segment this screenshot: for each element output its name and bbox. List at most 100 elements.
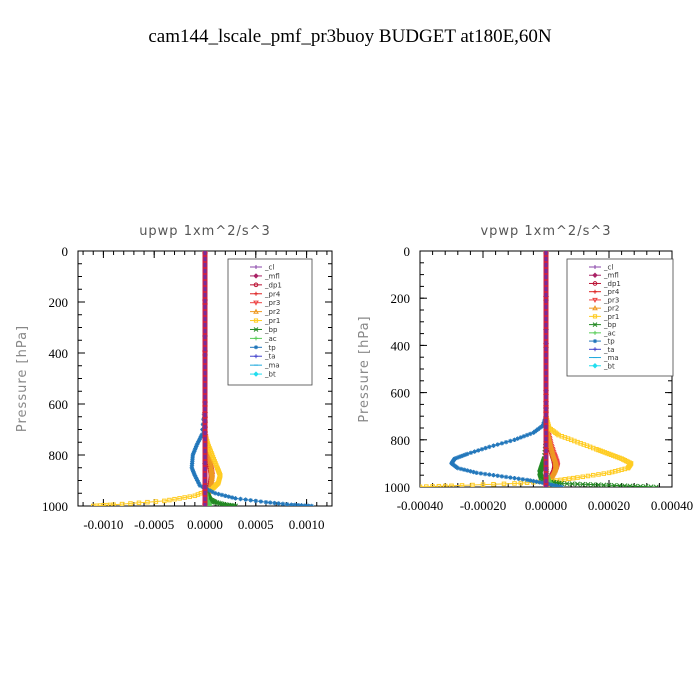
series-marker: [465, 451, 470, 457]
series-marker: [198, 434, 204, 439]
series-marker: [470, 482, 475, 487]
series-marker: [272, 500, 277, 506]
vpwp-panel: vpwp 1xm^2/s^3 Pressure [hPa] 0 200 400 600 80…: [357, 224, 693, 513]
series-marker: [459, 483, 465, 487]
series-marker: [193, 444, 199, 449]
legend-marker: [253, 300, 259, 306]
legend-marker: [254, 265, 258, 269]
x-tick-label: 0.0010: [289, 517, 325, 532]
series-marker: [145, 499, 150, 505]
legend-marker: [592, 281, 598, 286]
panel-title: vpwp 1xm^2/s^3: [480, 224, 611, 239]
series-marker: [267, 500, 273, 505]
legend-label: _cl: [264, 264, 274, 272]
legend-marker: [254, 291, 258, 296]
series-marker: [524, 432, 530, 438]
series-marker: [153, 499, 159, 504]
legend-label: _tp: [264, 344, 276, 352]
legend-marker: [253, 282, 259, 288]
series-marker: [232, 503, 239, 506]
legend-marker: [253, 318, 259, 323]
series-marker: [276, 501, 281, 506]
series-marker: [191, 449, 197, 454]
legend-label: _bt: [264, 371, 276, 379]
series-marker: [566, 476, 572, 482]
series-marker: [471, 469, 476, 475]
series-marker: [243, 497, 248, 502]
series-marker: [200, 427, 205, 432]
series-marker: [562, 477, 568, 482]
series-marker: [207, 488, 213, 493]
series-marker: [233, 496, 238, 501]
y-tick-label: 0: [404, 244, 411, 259]
series-marker: [495, 442, 500, 447]
series-marker: [196, 480, 201, 485]
series-marker: [295, 502, 301, 506]
series-marker: [595, 482, 602, 487]
legend-marker: [592, 272, 598, 278]
series-marker: [482, 471, 488, 477]
legend-label: _mfl: [603, 272, 619, 280]
series-marker: [653, 484, 659, 487]
series-marker: [556, 484, 562, 487]
legend-label: _ta: [264, 353, 276, 361]
series-marker: [280, 501, 286, 506]
series-marker: [128, 501, 133, 506]
series-marker: [601, 471, 607, 476]
series-marker: [205, 487, 210, 492]
series-marker: [508, 475, 513, 480]
legend-label: _pr1: [264, 317, 280, 325]
series-marker: [299, 503, 304, 506]
legend-marker: [253, 371, 259, 377]
series-marker: [601, 482, 607, 487]
series-marker: [480, 482, 486, 487]
series-marker: [238, 496, 243, 502]
legend-label: _bt: [603, 362, 615, 370]
series-marker: [528, 431, 533, 437]
series-marker: [468, 469, 473, 474]
series-marker: [191, 470, 197, 476]
legend-marker: [592, 322, 598, 327]
series-marker: [512, 437, 517, 442]
x-tick-label: -0.00020: [460, 498, 507, 513]
series-marker: [449, 483, 454, 487]
series-marker: [119, 501, 125, 506]
series-marker: [540, 480, 546, 486]
y-axis-label: Pressure [hPa]: [15, 325, 30, 432]
figure-title: cam144_lscale_pmf_pr3buoy BUDGET at180E,…: [148, 26, 552, 47]
series-marker: [216, 491, 221, 497]
series-marker: [196, 439, 201, 444]
series-marker: [306, 503, 311, 506]
series-marker: [191, 469, 196, 474]
legend-box: [566, 258, 674, 377]
series-marker: [219, 492, 225, 498]
x-tick-label: -0.00040: [397, 498, 444, 513]
x-tick-label: 0.00000: [525, 498, 567, 513]
series-marker: [501, 481, 507, 487]
series-marker: [193, 474, 198, 480]
series-marker: [569, 481, 575, 487]
legend-marker: [254, 336, 258, 341]
legend-marker: [593, 265, 597, 269]
series-marker: [534, 479, 539, 484]
series-marker: [292, 502, 297, 506]
series-marker: [136, 500, 142, 506]
y-tick-label: 200: [391, 291, 411, 306]
series-marker: [189, 465, 194, 470]
legend-label: _dp1: [264, 281, 282, 289]
series-marker: [284, 502, 290, 506]
series-marker: [491, 481, 496, 487]
series-marker: [472, 449, 477, 454]
series-marker: [248, 498, 253, 503]
series-marker: [424, 484, 429, 487]
series-marker: [436, 483, 442, 487]
legend-label: _tp: [603, 338, 615, 346]
x-tick-label: -0.0010: [83, 517, 123, 532]
legend-marker: [592, 363, 598, 369]
series-marker: [192, 471, 197, 477]
legend-marker: [254, 345, 258, 350]
legend-label: _pr1: [603, 313, 619, 321]
series-marker: [430, 484, 435, 487]
legend-marker: [253, 327, 259, 332]
legend-label: _dp1: [603, 280, 621, 288]
